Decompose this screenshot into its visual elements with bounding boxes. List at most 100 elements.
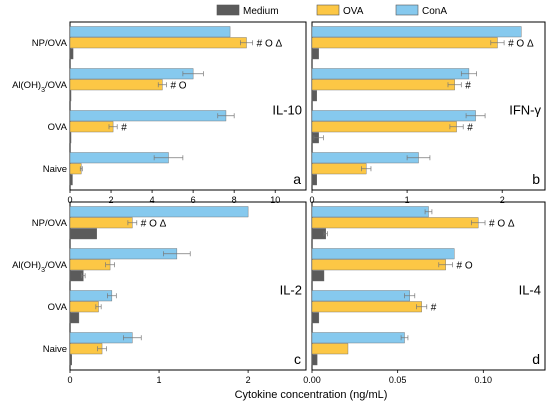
panel-frame — [311, 201, 546, 371]
bar-ova-3 — [69, 301, 99, 313]
significance-label: # O — [456, 260, 472, 271]
bar-cona-3 — [69, 110, 227, 122]
bar-medium-1 — [69, 228, 97, 240]
category-label: NP/OVA — [32, 218, 68, 229]
panel-letter: d — [532, 351, 540, 367]
category-label: Naive — [43, 164, 67, 175]
bar-cona-2 — [69, 68, 194, 80]
panel-frame — [311, 21, 546, 191]
category-label: OVA — [48, 302, 68, 313]
legend-label-ova: OVA — [343, 6, 364, 17]
significance-label: # O — [170, 80, 186, 91]
significance-label: # — [467, 122, 473, 133]
x-tick-label: 2 — [246, 375, 251, 385]
bar-cona-1 — [311, 206, 429, 218]
bar-cona-3 — [311, 110, 476, 122]
category-label: OVA — [48, 122, 68, 133]
cytokine-label: IFN-γ — [509, 102, 541, 117]
bar-cona-3 — [69, 290, 113, 302]
x-tick-label: 0.05 — [389, 375, 407, 385]
bar-ova-2 — [69, 259, 111, 271]
panel-c-il2: # O Δ NP/OVA Al(OH)3/OVA OVA Naive 0 1 2 IL-2 c — [12, 201, 307, 385]
bar-ova-4 — [311, 343, 349, 355]
bar-cona-4 — [69, 332, 133, 344]
bar-medium-4 — [311, 354, 318, 366]
legend: Medium OVA ConA — [216, 4, 447, 17]
legend-label-cona: ConA — [422, 6, 447, 17]
category-label: NP/OVA — [32, 38, 68, 49]
bar-cona-1 — [69, 206, 249, 218]
bar-medium-3 — [69, 312, 80, 324]
panel-frame — [69, 201, 307, 371]
panel-letter: b — [532, 171, 540, 187]
bar-cona-4 — [69, 152, 169, 164]
x-tick-label: 0.10 — [475, 375, 493, 385]
panel-d-il4: # O Δ # O #0.00 0.05 0.10 IL-4 d — [303, 201, 546, 385]
panel-frame — [69, 21, 307, 191]
legend-item-ova: OVA — [316, 4, 364, 17]
x-tick-label: 2 — [109, 195, 114, 205]
bar-cona-4 — [311, 152, 419, 164]
bar-ova-1 — [311, 217, 479, 229]
legend-item-cona: ConA — [395, 4, 447, 17]
bar-medium-4 — [69, 354, 72, 366]
category-label: Al(OH)3/OVA — [12, 260, 68, 274]
significance-label: # — [465, 80, 471, 91]
cytokine-label: IL-10 — [272, 102, 302, 117]
panel-letter: c — [294, 351, 301, 367]
bar-ova-1 — [69, 37, 247, 49]
x-tick-label: 6 — [191, 195, 196, 205]
significance-label: # O Δ — [489, 218, 515, 229]
bar-medium-3 — [69, 132, 72, 144]
bar-cona-1 — [69, 26, 231, 38]
x-tick-label: 10 — [270, 195, 280, 205]
x-tick-label: 4 — [150, 195, 155, 205]
bar-cona-1 — [311, 26, 522, 38]
significance-label: # O Δ — [141, 218, 167, 229]
category-label: Naive — [43, 344, 67, 355]
bar-cona-4 — [311, 332, 405, 344]
bar-medium-2 — [311, 90, 317, 102]
bar-medium-3 — [311, 312, 320, 324]
x-tick-label: 0.00 — [303, 375, 321, 385]
bar-ova-4 — [311, 163, 367, 175]
panel-b-ifng: # O Δ # #0 1 2 IFN-γ b — [309, 21, 546, 205]
cytokine-label: IL-2 — [280, 282, 302, 297]
x-tick-label: 2 — [500, 195, 505, 205]
panel-a-il10: # O Δ NP/OVA # O Al(OH)3/OVA # OVA Naive 0 2 4 6 8 1… — [12, 21, 307, 205]
bar-ova-3 — [69, 121, 114, 133]
significance-label: # — [431, 302, 437, 313]
legend-item-medium: Medium — [216, 4, 279, 17]
significance-label: # — [121, 122, 127, 133]
bar-medium-4 — [69, 174, 73, 186]
legend-swatch-medium — [216, 4, 240, 16]
bar-ova-1 — [311, 37, 498, 49]
bar-cona-2 — [311, 248, 455, 260]
bar-cona-2 — [311, 68, 470, 80]
legend-swatch-cona — [395, 4, 419, 16]
panel-letter: a — [293, 171, 301, 187]
x-tick-label: 8 — [232, 195, 237, 205]
bar-medium-4 — [311, 174, 317, 186]
bar-ova-3 — [311, 301, 422, 313]
x-tick-label: 1 — [405, 195, 410, 205]
legend-label-medium: Medium — [243, 6, 279, 17]
bar-cona-3 — [311, 290, 410, 302]
bar-medium-2 — [69, 90, 72, 102]
bar-medium-1 — [311, 48, 319, 60]
bar-medium-1 — [69, 48, 74, 60]
x-axis-title: Cytokine concentration (ng/mL) — [235, 389, 388, 401]
bar-medium-2 — [311, 270, 325, 282]
bar-ova-4 — [69, 343, 103, 355]
bar-ova-2 — [69, 79, 163, 91]
category-label: Al(OH)3/OVA — [12, 80, 68, 94]
legend-swatch-ova — [316, 4, 340, 16]
bar-ova-4 — [69, 163, 82, 175]
x-tick-label: 0 — [309, 195, 314, 205]
x-tick-label: 1 — [157, 375, 162, 385]
significance-label: # O Δ — [257, 38, 283, 49]
x-tick-label: 0 — [67, 195, 72, 205]
significance-label: # O Δ — [508, 38, 534, 49]
bar-ova-1 — [69, 217, 133, 229]
